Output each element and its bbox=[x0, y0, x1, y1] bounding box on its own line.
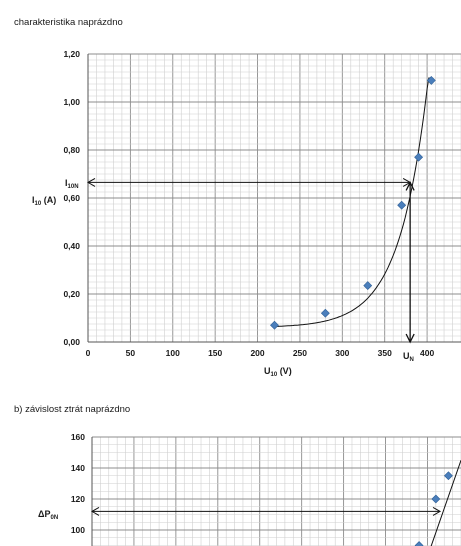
chart1-data-point bbox=[426, 75, 436, 85]
chart1-x-tick-label: 150 bbox=[208, 348, 222, 358]
chart1-data-point bbox=[270, 320, 279, 330]
chart1-x-tick-label: 250 bbox=[293, 348, 307, 358]
chart2-dp0n-label: ΔP0N bbox=[38, 509, 58, 521]
chart2-y-tick-label: 140 bbox=[71, 463, 85, 473]
chart1-y-tick-label: 1,20 bbox=[63, 49, 80, 59]
chart1-title: charakteristika naprázdno bbox=[14, 17, 123, 28]
chart1-x-tick-label: 350 bbox=[378, 348, 392, 358]
chart1-fit-curve bbox=[274, 77, 433, 327]
chart2-y-tick-label: 120 bbox=[71, 494, 85, 504]
chart2-dp0n-arrowhead bbox=[90, 506, 442, 516]
chart1-x-axis-label: U10 (V) bbox=[264, 366, 292, 378]
chart1-data-point bbox=[320, 308, 330, 318]
chart1-tick-labels: 0 50 100 150 200 250 300 350 400 0,00 0,20 0,40 0,60… bbox=[63, 49, 434, 358]
chart1-x-tick-label: 0 bbox=[86, 348, 91, 358]
chart1-y-tick-label: 0,60 bbox=[63, 193, 80, 203]
chart1-x-tick-label: 50 bbox=[126, 348, 136, 358]
chart2-data-point bbox=[414, 541, 424, 546]
chart1-data-point bbox=[414, 152, 424, 162]
chart2-y-tick-label: 100 bbox=[71, 525, 85, 535]
chart2-title: b) závislost ztrát naprázdno bbox=[14, 404, 130, 415]
chart1-un-arrowhead bbox=[405, 180, 415, 344]
chart1-y-tick-label: 0,00 bbox=[63, 337, 80, 347]
chart1-y-axis-label: I10 (A) bbox=[32, 195, 56, 207]
chart1-x-tick-label: 400 bbox=[420, 348, 434, 358]
chart2-tick-labels: 100 120 140 160 bbox=[71, 432, 85, 535]
chart1-x-tick-label: 300 bbox=[335, 348, 349, 358]
chart1-data-point bbox=[397, 200, 407, 210]
chart1-data-markers bbox=[270, 75, 436, 330]
chart1-x-tick-label: 200 bbox=[250, 348, 264, 358]
chart1-x-tick-label: 100 bbox=[166, 348, 180, 358]
chart1-data-point bbox=[363, 281, 373, 291]
chart1-i10n-label: I10N bbox=[65, 178, 79, 190]
chart2-data-markers bbox=[414, 471, 453, 546]
chart2-fit-curve bbox=[430, 460, 461, 546]
chart2-y-tick-label: 160 bbox=[71, 432, 85, 442]
chart1-y-tick-label: 0,40 bbox=[63, 241, 80, 251]
chart2-data-point bbox=[431, 494, 441, 504]
chart1-y-tick-label: 1,00 bbox=[63, 97, 80, 107]
chart1-y-tick-label: 0,80 bbox=[63, 145, 80, 155]
chart2-data-point bbox=[443, 471, 453, 481]
chart1-y-tick-label: 0,20 bbox=[63, 289, 80, 299]
chart1-un-label: UN bbox=[403, 351, 414, 363]
